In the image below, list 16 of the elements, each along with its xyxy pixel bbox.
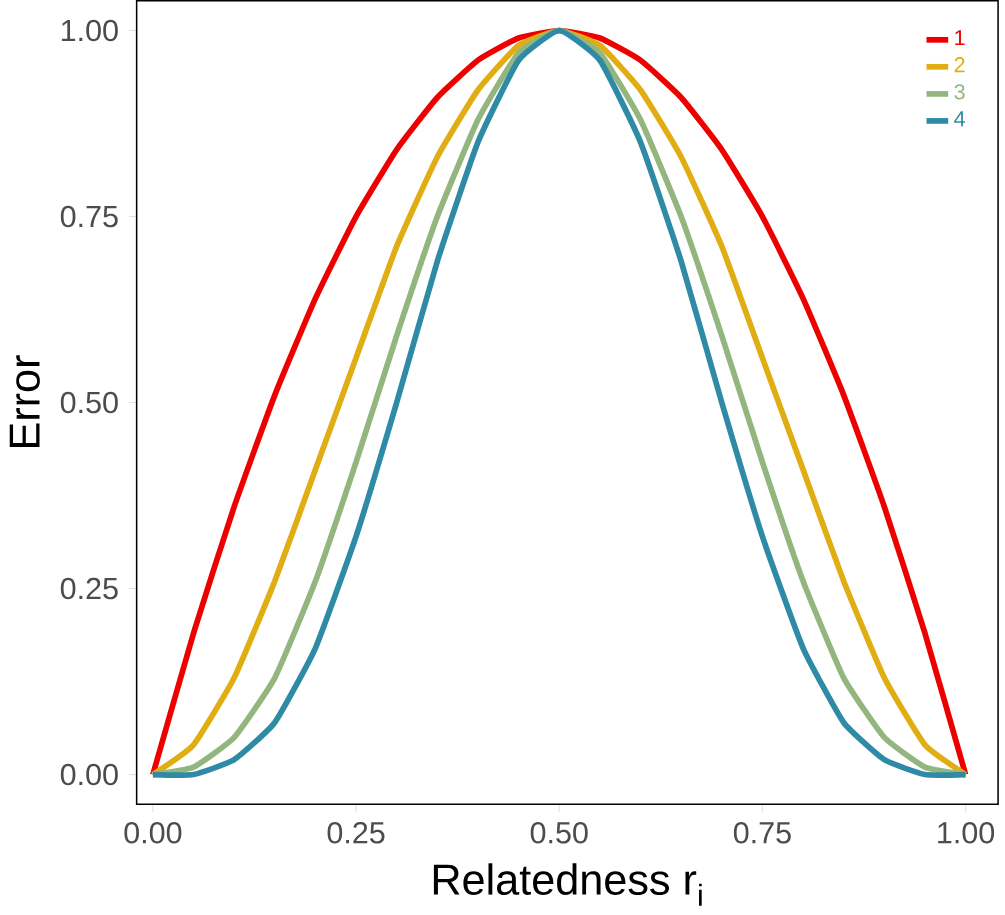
y-tick-label: 0.75 — [60, 205, 118, 228]
legend-label: 4 — [954, 111, 965, 126]
y-tick-label: 1.00 — [61, 19, 118, 42]
x-tick-label: 1.00 — [938, 821, 995, 844]
x-axis-title: Relatedness r$_{i}$ — [433, 863, 702, 906]
x-tick-label: 0.50 — [530, 821, 588, 844]
legend-label: 3 — [954, 83, 965, 100]
legend-label: 1 — [955, 30, 965, 45]
x-tick-label: 0.25 — [327, 821, 385, 844]
x-tick-label: 0.75 — [733, 821, 791, 844]
legend-label: 2 — [954, 56, 965, 72]
y-axis-title: Error — [9, 355, 40, 447]
y-tick-label: 0.50 — [60, 391, 118, 414]
y-tick-label: 0.00 — [60, 763, 118, 786]
x-tick-label: 0.00 — [124, 821, 182, 844]
y-tick-label: 0.25 — [60, 577, 118, 600]
